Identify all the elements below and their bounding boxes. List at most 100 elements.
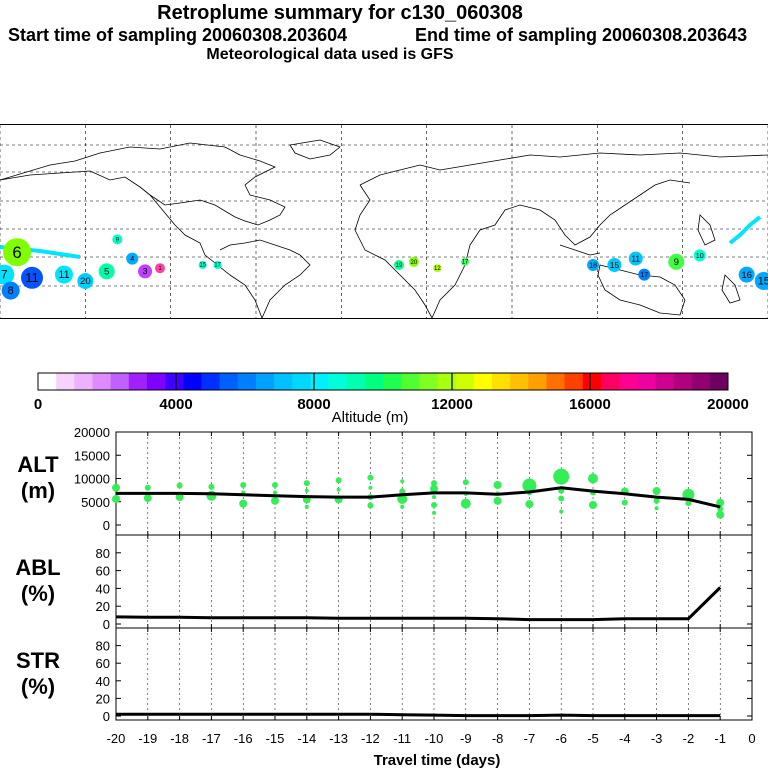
colorbar-cell (364, 373, 384, 390)
x-tick-label: -17 (202, 731, 221, 746)
data-point (273, 490, 277, 495)
y-tick-label: 80 (96, 639, 110, 654)
cluster-marker (1, 281, 20, 300)
cluster-marker (155, 263, 165, 274)
y-tick-label: 20 (96, 691, 110, 706)
cluster-label: 11 (25, 270, 39, 285)
colorbar-cell (219, 373, 239, 390)
data-point (432, 510, 436, 515)
colorbar-cell (655, 373, 675, 390)
colorbar-cell (146, 373, 166, 390)
cluster-marker (21, 266, 43, 289)
y-tick-label: 80 (96, 546, 110, 561)
data-point (208, 483, 215, 490)
data-point (716, 498, 725, 507)
colorbar-cell (437, 373, 457, 390)
colorbar-cell (328, 373, 348, 390)
cluster-label: 20 (411, 260, 418, 266)
x-tick-label: -12 (361, 731, 380, 746)
panel-label: ABL (15, 555, 60, 580)
colorbar-cell (255, 373, 275, 390)
x-tick-label: -16 (234, 731, 253, 746)
colorbar-frame (37, 372, 729, 391)
data-point (589, 501, 597, 510)
data-point (304, 488, 309, 493)
x-axis-label: Travel time (days) (374, 752, 501, 768)
data-point (653, 497, 660, 504)
cluster-label: 9 (116, 237, 120, 243)
data-point (144, 484, 151, 491)
colorbar-cell (691, 373, 711, 390)
cluster-marker (461, 257, 470, 266)
data-point (588, 473, 598, 484)
colorbar-cell (165, 373, 184, 390)
met-data-label: Meteorological data used is GFS (206, 46, 454, 63)
data-point (399, 488, 406, 495)
cluster-marker (638, 268, 651, 281)
cluster-marker (668, 253, 685, 270)
panel-label: STR (16, 648, 60, 673)
cluster-marker (198, 261, 207, 269)
panel-label: (%) (21, 581, 55, 606)
colorbar-tick-label: 0 (34, 396, 42, 413)
map-grid (0, 125, 768, 318)
data-point (716, 510, 725, 519)
data-point (525, 500, 534, 509)
x-tick-label: -6 (555, 731, 567, 746)
cluster-label: 18 (589, 260, 597, 269)
colorbar-cell (346, 373, 366, 390)
cluster-label: 3 (143, 266, 148, 276)
x-tick-label: -11 (393, 731, 411, 746)
cluster-marker (433, 264, 442, 273)
colorbar-cell (128, 373, 148, 390)
colorbar-cell (292, 373, 311, 390)
data-point (206, 490, 217, 501)
cluster-label: 6 (12, 243, 21, 262)
colorbar-cell (237, 373, 257, 390)
cluster-label: 15 (610, 260, 620, 270)
cluster-label: 15 (758, 276, 768, 288)
data-point (335, 477, 342, 484)
data-point (558, 495, 565, 502)
x-tick-label: -5 (587, 731, 599, 746)
cluster-label: 9 (674, 257, 679, 268)
y-tick-label: 0 (103, 709, 110, 724)
cluster-label: 17 (640, 270, 648, 279)
colorbar-cell (310, 373, 330, 390)
data-point (272, 482, 278, 489)
cluster-marker (77, 273, 94, 289)
panel-label: ALT (17, 452, 59, 477)
y-tick-label: 40 (96, 674, 110, 689)
colorbar-cell (201, 373, 221, 390)
x-tick-label: -14 (297, 731, 316, 746)
x-tick-label: -7 (524, 731, 536, 746)
end-time-label: End time of sampling 20060308.203643 (415, 25, 748, 45)
colorbar-cell (473, 373, 493, 390)
panels: 05000100001500020000ALT(m)020406080ABL(%… (15, 425, 753, 724)
cluster-label: 5 (104, 267, 109, 278)
data-point (367, 474, 374, 481)
x-tick-label: -2 (683, 731, 695, 746)
data-point (432, 495, 436, 500)
colorbar-cell (274, 373, 293, 390)
panel-str: 0 20 40 60 80 STR(%) (16, 627, 753, 724)
cluster-marker (213, 261, 222, 269)
data-point (522, 478, 537, 493)
cluster-label: 7 (1, 268, 8, 282)
y-tick-label: 20 (96, 599, 110, 614)
y-tick-label: 10000 (74, 472, 110, 487)
data-point (176, 482, 183, 489)
altitude-colorbar: 0 4000 8000 12000 16000 20000 Altitude (m) (34, 372, 749, 426)
x-axis-ticks: -20 -19 -18 -17 -16 -15 -14 -13 -12 -11 -10 -9 -8 -7-… (107, 731, 756, 746)
colorbar-cell (637, 373, 656, 390)
data-point (460, 498, 471, 509)
y-tick-label: 40 (96, 581, 110, 596)
x-tick-label: -13 (329, 731, 348, 746)
data-point (559, 509, 564, 514)
colorbar-cell (709, 373, 729, 390)
x-tick-label: -1 (714, 731, 726, 746)
colorbar-cell (419, 373, 438, 390)
y-tick-label: 5000 (81, 495, 110, 510)
colorbar-tick-label: 16000 (569, 396, 611, 413)
